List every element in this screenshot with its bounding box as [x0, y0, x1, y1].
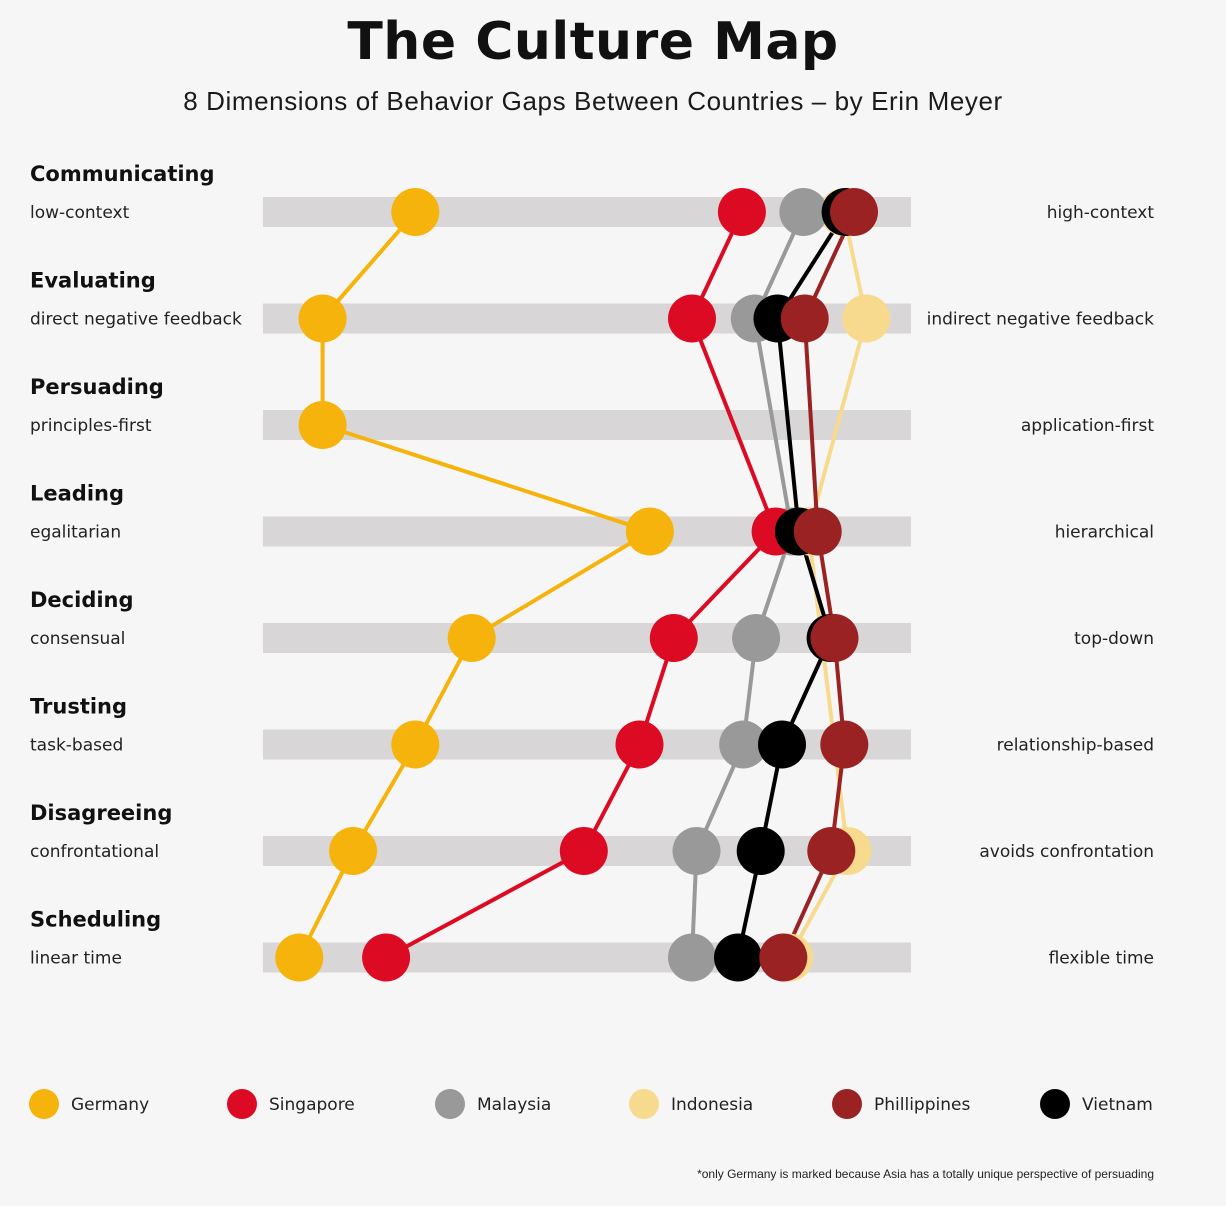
point-singapore	[717, 188, 766, 236]
point-phillippines	[759, 933, 808, 982]
legend-label: Germany	[71, 1095, 149, 1115]
point-germany	[329, 827, 378, 875]
dimension-title: Evaluating	[30, 269, 156, 293]
point-germany	[625, 507, 674, 556]
legend-label: Vietnam	[1082, 1095, 1153, 1115]
dimension-title: Scheduling	[30, 908, 161, 932]
dimension-title: Disagreeing	[30, 801, 172, 825]
dimension-title: Communicating	[30, 162, 215, 186]
point-germany	[298, 294, 347, 343]
left-pole-label: consensual	[30, 629, 125, 649]
legend-label: Malaysia	[477, 1095, 551, 1115]
point-phillippines	[780, 294, 829, 343]
left-pole-label: task-based	[30, 736, 123, 756]
chart-subtitle: 8 Dimensions of Behavior Gaps Between Co…	[183, 86, 1003, 116]
footnote: *only Germany is marked because Asia has…	[697, 1167, 1154, 1181]
point-singapore	[649, 614, 698, 662]
left-pole-label: direct negative feedback	[30, 310, 242, 330]
right-pole-label: top-down	[1074, 629, 1154, 649]
point-singapore	[362, 933, 411, 982]
legend-label: Phillippines	[874, 1095, 970, 1115]
dimension-title: Trusting	[30, 695, 127, 719]
right-pole-label: hierarchical	[1055, 523, 1154, 543]
left-pole-label: linear time	[30, 949, 122, 969]
series-points	[275, 188, 891, 982]
point-singapore	[615, 720, 664, 769]
point-phillippines	[830, 188, 878, 236]
dimension-labels: Communicating low-context high-context Eval…	[30, 162, 1154, 969]
legend-swatch-phillippines	[832, 1089, 862, 1119]
point-phillippines	[810, 614, 859, 662]
left-pole-label: egalitarian	[30, 523, 121, 543]
point-phillippines	[793, 507, 842, 556]
right-pole-label: flexible time	[1049, 949, 1154, 969]
point-vietnam	[714, 933, 762, 982]
point-singapore	[668, 294, 716, 343]
point-malaysia	[672, 827, 721, 875]
right-pole-label: high-context	[1047, 203, 1155, 223]
legend: Germany Singapore Malaysia Indonesia Phillip…	[29, 1089, 1153, 1119]
point-indonesia	[842, 294, 891, 343]
legend-swatch-singapore	[227, 1089, 257, 1119]
legend-swatch-malaysia	[435, 1089, 465, 1119]
track-deciding	[263, 623, 911, 653]
right-pole-label: indirect negative feedback	[927, 310, 1155, 330]
point-singapore	[559, 827, 608, 875]
chart-title: The Culture Map	[347, 12, 839, 72]
left-pole-label: confrontational	[30, 842, 159, 862]
legend-swatch-vietnam	[1040, 1089, 1070, 1119]
point-malaysia	[719, 720, 768, 769]
left-pole-label: low-context	[30, 203, 130, 223]
point-germany	[298, 401, 347, 449]
track-trusting	[263, 729, 911, 760]
right-pole-label: relationship-based	[997, 736, 1154, 756]
point-vietnam	[736, 827, 785, 875]
point-germany	[391, 188, 440, 236]
left-pole-label: principles-first	[30, 416, 152, 436]
track-scheduling	[263, 942, 911, 973]
dimension-title: Leading	[30, 482, 124, 506]
right-pole-label: application-first	[1021, 416, 1154, 436]
track-persuading	[263, 410, 911, 440]
point-phillippines	[807, 827, 856, 875]
point-germany	[447, 614, 496, 662]
point-germany	[391, 720, 440, 769]
legend-swatch-indonesia	[629, 1089, 659, 1119]
dimension-title: Persuading	[30, 375, 164, 399]
point-malaysia	[732, 614, 781, 662]
legend-label: Indonesia	[671, 1095, 753, 1115]
dimension-title: Deciding	[30, 588, 134, 612]
point-vietnam	[758, 720, 806, 769]
legend-label: Singapore	[269, 1095, 355, 1115]
point-germany	[275, 933, 324, 982]
point-malaysia	[668, 933, 716, 982]
point-malaysia	[779, 188, 828, 236]
right-pole-label: avoids confrontation	[979, 842, 1154, 862]
legend-swatch-germany	[29, 1089, 59, 1119]
point-phillippines	[820, 720, 869, 769]
